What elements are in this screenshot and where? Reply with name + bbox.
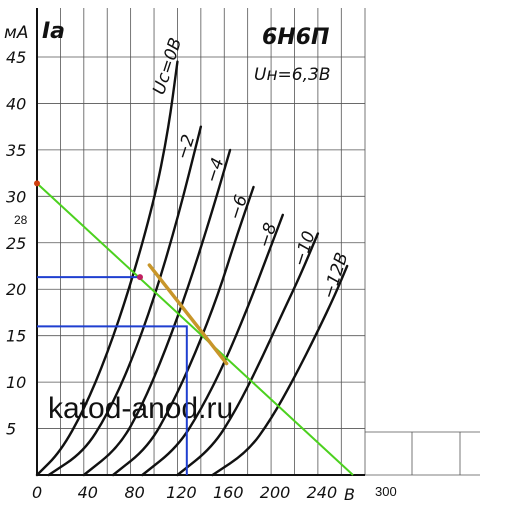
x-tick-label: 80 bbox=[124, 483, 144, 502]
curve-5 bbox=[176, 232, 320, 477]
x-unit-label: В bbox=[344, 485, 355, 504]
tick-labels: 5 10 15 20 25 30 35 40 45 28 0 40 80 120 160 200 240 300 bbox=[6, 48, 397, 502]
curve-2 bbox=[82, 148, 232, 477]
x-tick-label: 0 bbox=[32, 483, 42, 502]
x-tick-label-extra: 300 bbox=[375, 484, 397, 499]
marker-point-1 bbox=[136, 274, 143, 281]
y-unit-label: мА bbox=[4, 23, 28, 43]
curve-3 bbox=[111, 185, 255, 477]
y-tick-label: 25 bbox=[6, 234, 26, 253]
y-tick-label-extra: 28 bbox=[14, 213, 28, 227]
guide-line-b bbox=[37, 325, 188, 475]
x-tick-label: 240 bbox=[307, 483, 338, 502]
chart-subtitle: Uн=6,3В bbox=[254, 65, 331, 85]
marker-point-0 bbox=[34, 180, 40, 187]
operating-segment bbox=[147, 263, 229, 366]
overlay-lines bbox=[34, 180, 354, 476]
curve-0 bbox=[35, 60, 179, 477]
chart-title: 6Н6П bbox=[262, 25, 329, 50]
curve-label-4: −8 bbox=[255, 220, 282, 250]
y-tick-label: 5 bbox=[6, 420, 16, 439]
chart-axes bbox=[36, 8, 365, 476]
curve-label-6: −12В bbox=[319, 250, 353, 301]
curve-label-0: Uс=0В bbox=[149, 35, 186, 97]
y-tick-label: 45 bbox=[6, 48, 26, 67]
curve-1 bbox=[47, 125, 203, 477]
anode-curves bbox=[35, 60, 349, 477]
y-tick-label: 35 bbox=[6, 141, 26, 160]
y-tick-label: 20 bbox=[6, 280, 26, 299]
x-tick-label: 40 bbox=[78, 483, 98, 502]
x-tick-label: 200 bbox=[260, 483, 291, 502]
y-tick-label: 15 bbox=[6, 327, 26, 346]
y-tick-label: 40 bbox=[6, 94, 26, 113]
load-line bbox=[36, 182, 354, 476]
y-tick-label: 10 bbox=[6, 373, 26, 392]
curve-6 bbox=[211, 264, 349, 477]
curve-label-1: −2 bbox=[173, 132, 200, 162]
y-tick-label: 30 bbox=[6, 187, 26, 206]
x-tick-label: 120 bbox=[166, 483, 197, 502]
x-tick-label: 160 bbox=[213, 483, 244, 502]
extension-grid bbox=[365, 431, 480, 476]
y-symbol-label: Iа bbox=[42, 19, 65, 44]
